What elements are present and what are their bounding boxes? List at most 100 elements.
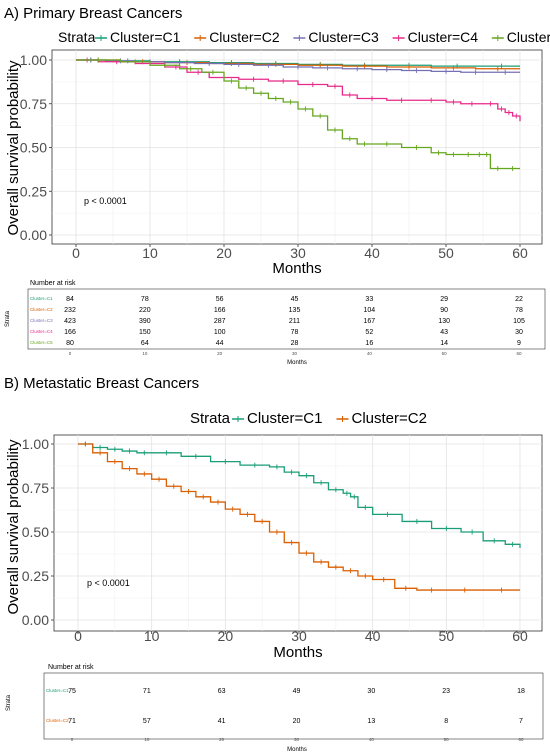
risk-cell: 130 [438, 318, 450, 325]
risk-cell: 390 [139, 318, 151, 325]
legend-label: Cluster=C3 [308, 29, 379, 45]
risk-cell: 166 [64, 329, 76, 336]
y-tick-label: 0.75 [22, 480, 49, 496]
risk-cell: 80 [66, 340, 74, 347]
legend-label: Cluster=C1 [247, 410, 322, 427]
risk-cell: 100 [214, 329, 226, 336]
risk-cell: 211 [289, 318, 300, 325]
risk-row-label: Cluster=C2 [46, 718, 69, 723]
risk-cell: 44 [216, 340, 224, 347]
risk-cell: 13 [367, 718, 375, 725]
risk-x-tick-label: 60 [516, 351, 522, 356]
risk-table-title: Number at risk [48, 664, 94, 671]
risk-table-strata-label: Strata [5, 310, 11, 327]
legend: Strata Cluster=C1 Cluster=C2 Cluster=C3 Clu… [58, 29, 550, 45]
legend-label: Cluster=C5 [507, 29, 550, 45]
risk-cell: 63 [218, 688, 226, 695]
risk-cell: 78 [291, 329, 299, 336]
legend: Strata Cluster=C1 Cluster=C2 [190, 410, 427, 427]
x-tick-label: 50 [439, 628, 455, 644]
risk-cell: 49 [293, 688, 301, 695]
legend-label: Cluster=C2 [209, 29, 280, 45]
panel-primary: A) Primary Breast Cancers Strata Cluster… [4, 5, 550, 366]
legend-label: Cluster=C4 [408, 29, 479, 45]
x-tick-label: 50 [438, 245, 454, 261]
x-tick-label: 40 [364, 245, 380, 261]
risk-cell: 232 [64, 307, 76, 314]
risk-x-tick-label: 40 [367, 351, 373, 356]
risk-row-label: Cluster=C1 [46, 688, 69, 693]
risk-row-label: Cluster=C4 [30, 329, 53, 334]
y-axis-label: Overall survival probability [5, 60, 22, 236]
risk-cell: 20 [293, 718, 301, 725]
y-tick-label: 0.50 [22, 524, 49, 540]
risk-cell: 135 [289, 307, 301, 314]
risk-cell: 33 [365, 296, 373, 303]
x-axis-label: Months [272, 260, 321, 277]
x-tick-label: 60 [512, 245, 528, 261]
x-tick-label: 40 [365, 628, 381, 644]
y-tick-label: 0.25 [22, 568, 49, 584]
panel-metastatic: B) Metastatic Breast Cancers Strata Clus… [4, 375, 544, 753]
y-tick-label: 0.50 [20, 140, 47, 156]
risk-cell: 150 [139, 329, 151, 336]
risk-table-x-label: Months [287, 360, 307, 366]
legend-label: Cluster=C1 [110, 29, 181, 45]
risk-x-tick-label: 0 [69, 351, 72, 356]
legend-title: Strata [190, 410, 231, 427]
risk-cell: 41 [218, 718, 226, 725]
risk-cell: 9 [517, 340, 521, 347]
plot-area [53, 434, 543, 632]
risk-cell: 64 [141, 340, 149, 347]
risk-x-tick-label: 10 [144, 737, 150, 742]
risk-cell: 71 [68, 718, 76, 725]
survival-curve-c2 [78, 443, 520, 591]
x-axis-label: Months [273, 644, 322, 661]
risk-table-strata-label: Strata [6, 694, 12, 711]
risk-table-area [27, 288, 546, 350]
plot-area [51, 49, 543, 245]
risk-cell: 78 [141, 296, 149, 303]
risk-table-area [43, 672, 544, 740]
panel-title: A) Primary Breast Cancers [4, 5, 182, 22]
risk-cell: 220 [139, 307, 151, 314]
risk-cell: 23 [442, 688, 450, 695]
x-tick-label: 60 [512, 628, 528, 644]
risk-x-tick-label: 50 [442, 351, 448, 356]
risk-cell: 56 [216, 296, 224, 303]
risk-x-tick-label: 60 [518, 737, 524, 742]
x-tick-label: 30 [291, 628, 307, 644]
risk-x-tick-label: 20 [217, 351, 223, 356]
y-tick-label: 1.00 [22, 436, 49, 452]
risk-table: Number at risk Strata Cluster=C1 75 71 63 49… [6, 664, 544, 753]
risk-cell: 71 [143, 688, 151, 695]
x-tick-label: 20 [216, 245, 232, 261]
x-tick-label: 0 [74, 628, 82, 644]
risk-table-x-label: Months [287, 747, 307, 753]
risk-x-tick-label: 30 [294, 737, 300, 742]
survival-curve-c4 [76, 59, 521, 122]
risk-cell: 43 [440, 329, 448, 336]
risk-x-tick-label: 30 [292, 351, 298, 356]
risk-cell: 84 [66, 296, 74, 303]
risk-x-tick-label: 10 [142, 351, 148, 356]
risk-row-label: Cluster=C5 [30, 340, 53, 345]
risk-cell: 30 [515, 329, 523, 336]
risk-cell: 167 [363, 318, 375, 325]
risk-row-label: Cluster=C1 [30, 296, 53, 301]
risk-x-tick-label: 50 [444, 737, 450, 742]
y-tick-label: 0.75 [20, 96, 47, 112]
risk-cell: 166 [214, 307, 226, 314]
x-tick-label: 20 [218, 628, 234, 644]
risk-cell: 287 [214, 318, 226, 325]
survival-curve-c3 [76, 59, 520, 73]
risk-cell: 18 [517, 688, 525, 695]
risk-cell: 75 [68, 688, 76, 695]
risk-row-label: Cluster=C2 [30, 307, 53, 312]
risk-cell: 14 [440, 340, 448, 347]
risk-cell: 52 [365, 329, 373, 336]
x-tick-label: 0 [72, 245, 80, 261]
p-value: p < 0.0001 [84, 196, 127, 206]
risk-cell: 28 [291, 340, 299, 347]
